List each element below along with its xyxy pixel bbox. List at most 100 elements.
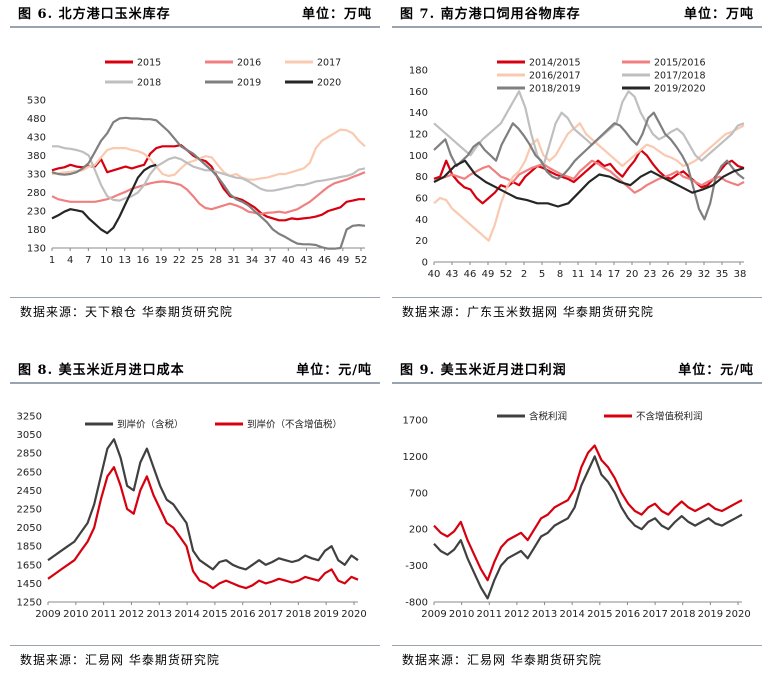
x-tick-label: 2010: [63, 609, 88, 620]
series-line-1: [47, 466, 359, 590]
line-chart-inventory-south: 0 20 40 60 80 100 120 140 160 180 40 43 46 49 52 2 5 8 11 1…: [409, 58, 747, 281]
title-divider: [392, 26, 762, 28]
legend-label: 2020: [317, 78, 341, 89]
series-line-1: [433, 444, 743, 582]
x-tick-label: 2013: [532, 609, 557, 620]
y-tick-label: 430: [27, 133, 46, 144]
legend-label: 2015/2016: [654, 58, 706, 69]
x-tick-label: 2013: [147, 609, 172, 620]
y-tick-label: 380: [27, 151, 46, 162]
x-tick-label: 49: [336, 255, 349, 266]
legend-label: 不含增值税利润: [636, 411, 703, 423]
series-line-1: [433, 159, 745, 194]
x-tick-label: 37: [264, 255, 277, 266]
y-tick-label: 3050: [17, 430, 42, 441]
chart-panel-import-profit: 图 9. 美玉米近月进口利润 单位：元/吨 -800 -300 200 700 1200…: [392, 356, 762, 674]
x-tick-label: 46: [318, 255, 331, 266]
y-tick-label: 40: [415, 215, 428, 226]
x-tick-label: 2: [521, 269, 527, 280]
x-tick-label: 17: [608, 269, 621, 280]
y-tick-label: 1850: [17, 542, 42, 553]
y-tick-label: 120: [409, 130, 428, 141]
legend-label: 2016/2017: [529, 71, 581, 82]
y-tick-label: 1650: [17, 560, 42, 571]
y-tick-label: 0: [422, 258, 428, 269]
x-tick-label: 34: [246, 255, 259, 266]
x-tick-label: 2015: [202, 609, 227, 620]
y-tick-label: 2850: [17, 449, 42, 460]
x-tick-label: 2011: [91, 609, 116, 620]
x-tick-label: 5: [539, 269, 545, 280]
x-tick-label: 38: [734, 269, 747, 280]
series-line-4: [433, 111, 745, 221]
x-tick-label: 28: [209, 255, 222, 266]
panel-title: 图 7. 南方港口饲用谷物库存: [400, 6, 581, 22]
y-tick-label: 480: [27, 114, 46, 125]
x-tick-label: 31: [227, 255, 240, 266]
series-line-1: [51, 171, 366, 216]
y-tick-label: 130: [27, 244, 46, 255]
x-tick-label: 11: [572, 269, 585, 280]
x-tick-label: 16: [137, 255, 150, 266]
x-tick-label: 40: [282, 255, 295, 266]
panel-unit: 单位：万吨: [301, 6, 372, 22]
panel-title: 图 6. 北方港口玉米库存: [18, 6, 171, 22]
x-tick-label: 2012: [119, 609, 144, 620]
series-line-4: [51, 116, 366, 250]
y-tick-label: 180: [27, 225, 46, 236]
x-tick-label: 2009: [421, 609, 446, 620]
x-tick-label: 2016: [615, 609, 640, 620]
y-tick-label: 20: [415, 236, 428, 247]
y-tick-label: 1700: [403, 416, 428, 427]
source-note: 数据来源：汇易网 华泰期货研究院: [402, 653, 602, 667]
x-tick-label: 2010: [449, 609, 474, 620]
x-tick-label: 2016: [230, 609, 255, 620]
y-tick-label: 60: [415, 194, 428, 205]
panel-title: 图 8. 美玉米近月进口成本: [18, 362, 185, 378]
x-tick-label: 49: [482, 269, 495, 280]
panel-unit: 单位：万吨: [683, 6, 754, 22]
y-tick-label: 2650: [17, 467, 42, 478]
legend-label: 2016: [237, 58, 261, 69]
x-tick-label: 8: [557, 269, 563, 280]
source-divider: [10, 645, 380, 646]
x-tick-label: 46: [464, 269, 477, 280]
x-tick-label: 26: [662, 269, 675, 280]
x-tick-label: 2009: [35, 609, 60, 620]
y-tick-label: 200: [409, 525, 428, 536]
legend-label: 2019/2020: [654, 84, 706, 95]
y-tick-label: 140: [409, 108, 428, 119]
source-divider: [10, 297, 380, 298]
y-tick-label: 230: [27, 207, 46, 218]
series-line-0: [433, 455, 743, 600]
x-tick-label: 7: [85, 255, 91, 266]
legend-label: 2019: [237, 78, 261, 89]
x-tick-label: 32: [698, 269, 711, 280]
x-tick-label: 23: [644, 269, 657, 280]
y-tick-label: 80: [415, 172, 428, 183]
x-tick-label: 2017: [642, 609, 667, 620]
y-tick-label: 2050: [17, 523, 42, 534]
panel-title-bar: 图 9. 美玉米近月进口利润 单位：元/吨: [392, 356, 762, 380]
legend-label: 含税利润: [529, 411, 567, 423]
source-divider: [392, 297, 762, 298]
x-tick-label: 52: [355, 255, 368, 266]
series-line-0: [51, 143, 365, 222]
series-line-2: [433, 122, 745, 242]
panel-title-bar: 图 8. 美玉米近月进口成本 单位：元/吨: [10, 356, 380, 380]
x-tick-label: 2014: [174, 609, 199, 620]
legend-label: 到岸价（含税）: [117, 419, 184, 431]
x-tick-label: 14: [590, 269, 603, 280]
x-tick-label: 1: [49, 255, 55, 266]
y-tick-label: 2450: [17, 486, 42, 497]
x-tick-label: 2018: [286, 609, 311, 620]
x-tick-label: 29: [680, 269, 693, 280]
x-tick-label: 40: [428, 269, 441, 280]
y-tick-label: 1200: [403, 452, 428, 463]
x-tick-label: 43: [300, 255, 313, 266]
panel-title: 图 9. 美玉米近月进口利润: [400, 362, 567, 378]
legend-label: 2014/2015: [529, 58, 581, 69]
x-tick-label: 13: [118, 255, 131, 266]
series-line-3: [433, 90, 745, 168]
